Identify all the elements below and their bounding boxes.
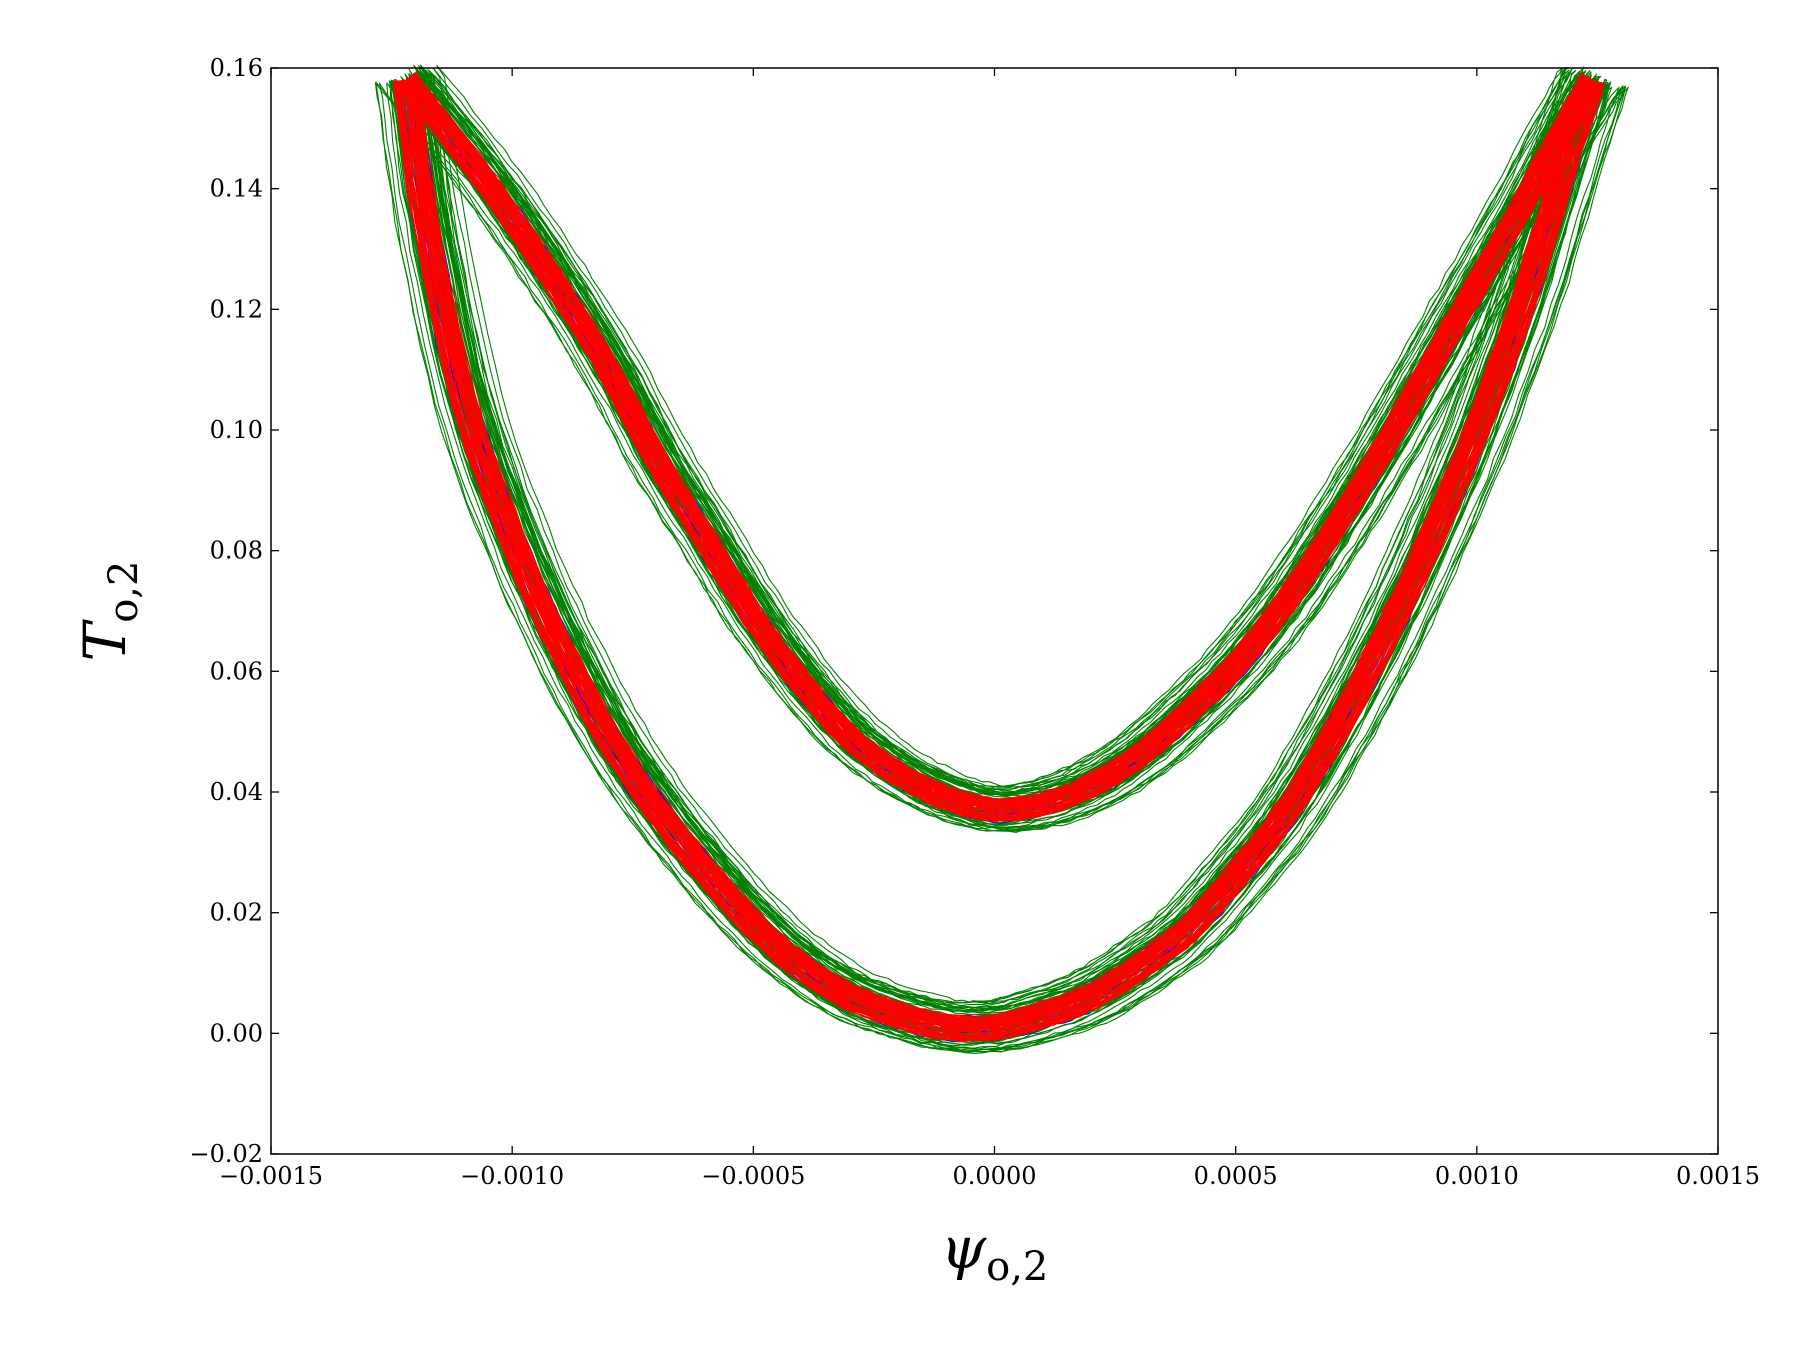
x-axis-label: ψo,2 (941, 1214, 1049, 1290)
trajectory-line (401, 77, 1583, 1026)
y-tick-label: 0.00 (210, 1019, 263, 1047)
y-tick-label: 0.12 (210, 295, 263, 323)
trajectory-line (411, 74, 1585, 1021)
trajectory-line (392, 81, 1606, 1042)
trajectory-line (418, 68, 1580, 1012)
y-tick-label: 0.16 (210, 54, 263, 82)
y-tick-label: 0.14 (210, 175, 263, 203)
trajectory-line (412, 73, 1586, 1020)
x-tick-label: −0.0015 (219, 1162, 323, 1190)
trajectory-line (413, 73, 1584, 1019)
trajectory-line (390, 81, 1609, 1045)
y-axis-label-sub: o,2 (101, 561, 147, 623)
trajectory-line (398, 81, 1626, 1050)
tick-layer: −0.0015 −0.0010 −0.0005 0.0000 0.0005 0.0010 0… (189, 54, 1760, 1190)
trajectory-line (412, 74, 1586, 1020)
trajectory-line (414, 72, 1584, 1018)
y-axis-label: To,2 (71, 561, 147, 662)
y-tick-label: 0.08 (210, 537, 263, 565)
trajectory-line (395, 82, 1629, 1054)
x-axis-label-sub: o,2 (986, 1244, 1048, 1290)
trajectory-line (406, 78, 1594, 1031)
y-tick-label: 0.02 (210, 899, 263, 927)
y-tick-label: 0.10 (210, 416, 263, 444)
series-group (392, 71, 1606, 1042)
y-axis-label-main: T (71, 618, 139, 661)
trajectory-line (415, 71, 1583, 1016)
trajectory-line (422, 70, 1586, 1012)
x-tick-label: 0.0005 (1194, 1162, 1278, 1190)
trajectory-line (411, 74, 1585, 1020)
x-axis-label-main: ψ (941, 1214, 987, 1282)
trajectory-line (419, 66, 1573, 1007)
trajectory-line (398, 80, 1601, 1038)
trajectory-line (407, 77, 1591, 1028)
trajectory-line (409, 74, 1586, 1022)
trajectory-layer (374, 64, 1629, 1054)
x-tick-label: −0.0010 (460, 1162, 564, 1190)
y-tick-label: 0.06 (210, 657, 263, 685)
trajectory-line (386, 82, 1620, 1053)
trajectory-line (390, 79, 1580, 1031)
x-tick-label: −0.0005 (701, 1162, 805, 1190)
y-tick-label: −0.02 (189, 1140, 263, 1168)
trajectory-line (413, 64, 1563, 1004)
trajectory-line (436, 64, 1585, 1004)
trajectory-line (395, 82, 1627, 1053)
trajectory-line (399, 82, 1626, 1051)
trajectory-line (413, 73, 1584, 1018)
trajectory-line (420, 64, 1569, 1004)
series-group (374, 64, 1629, 1054)
trajectory-line (422, 69, 1584, 1014)
trajectory-line (411, 74, 1586, 1020)
x-tick-label: 0.0000 (953, 1162, 1037, 1190)
trajectory-line (378, 82, 1613, 1053)
y-tick-label: 0.04 (210, 778, 263, 806)
trajectory-line (407, 77, 1592, 1028)
x-tick-label: 0.0010 (1435, 1162, 1519, 1190)
trajectory-line (412, 73, 1586, 1021)
trajectory-line (396, 80, 1602, 1040)
trajectory-line (414, 66, 1570, 1009)
x-tick-label: 0.0015 (1676, 1162, 1760, 1190)
trajectory-line (418, 65, 1568, 1004)
